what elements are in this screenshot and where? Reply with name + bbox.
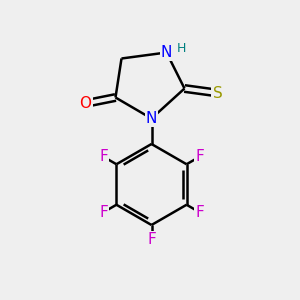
Text: F: F [99,205,108,220]
Text: N: N [161,45,172,60]
Text: F: F [195,149,204,164]
Text: H: H [177,41,186,55]
Text: S: S [213,85,222,100]
Text: N: N [146,111,157,126]
Text: F: F [195,205,204,220]
Text: F: F [147,232,156,247]
Text: O: O [80,96,92,111]
Text: F: F [99,149,108,164]
